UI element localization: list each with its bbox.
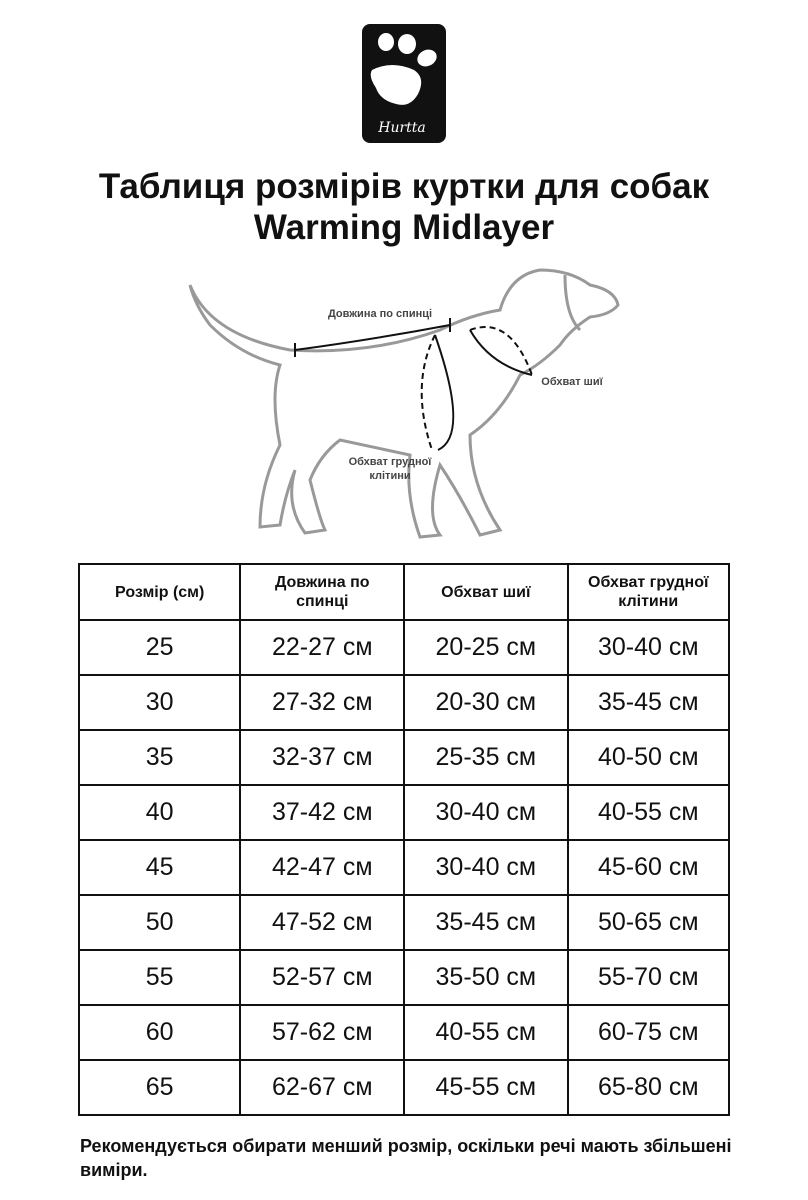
neck-girth-label: Обхват шиї (541, 376, 603, 388)
table-cell: 45 (77, 839, 242, 896)
table-cell: 25-35 см (403, 729, 569, 786)
table-cell: 40-55 см (403, 1004, 569, 1061)
table-cell: 35-45 см (566, 674, 731, 731)
header-size: Розмір (см) (77, 563, 242, 621)
table-cell: 30 (77, 674, 242, 731)
table-cell: 30-40 см (566, 619, 731, 676)
table-cell: 22-27 см (239, 619, 406, 676)
table-cell: 40-55 см (566, 784, 731, 841)
table-cell: 45-55 см (403, 1059, 569, 1116)
table-header-row: Розмір (см) Довжина по спинці Обхват шиї… (77, 563, 731, 621)
product-name: Warming Midlayer (253, 208, 555, 247)
table-cell: 55-70 см (566, 949, 731, 1006)
table-cell: 65-80 см (566, 1059, 731, 1116)
header-chest: Обхват грудної клітини (566, 563, 731, 621)
table-cell: 30-40 см (403, 784, 569, 841)
page-title: Таблиця розмірів куртки для собак (98, 167, 710, 206)
table-cell: 30-40 см (403, 839, 569, 896)
table-cell: 37-42 см (239, 784, 406, 841)
table-cell: 25 (77, 619, 242, 676)
table-row: 35 32-37 см 25-35 см 40-50 см (77, 729, 731, 786)
table-cell: 32-37 см (239, 729, 406, 786)
table-cell: 20-30 см (403, 674, 569, 731)
chest-girth-label: Обхват грудної клітини (330, 455, 450, 483)
header-back-length: Довжина по спинці (239, 563, 406, 621)
table-row: 60 57-62 см 40-55 см 60-75 см (77, 1004, 731, 1061)
svg-text:Hurtta: Hurtta (377, 120, 426, 136)
table-cell: 47-52 см (239, 894, 406, 951)
dog-measurement-diagram: Довжина по спинці Обхват шиї Обхват груд… (170, 255, 630, 555)
table-cell: 65 (77, 1059, 242, 1116)
table-cell: 50 (77, 894, 242, 951)
table-row: 65 62-67 см 45-55 см 65-80 см (77, 1059, 731, 1116)
table-row: 55 52-57 см 35-50 см 55-70 см (77, 949, 731, 1006)
header-neck: Обхват шиї (403, 563, 569, 621)
table-cell: 35-50 см (403, 949, 569, 1006)
table-cell: 45-60 см (566, 839, 731, 896)
table-row: 50 47-52 см 35-45 см 50-65 см (77, 894, 731, 951)
chest-label-line2: клітини (369, 470, 411, 482)
hurtta-logo: Hurtta (362, 24, 446, 143)
table-cell: 40 (77, 784, 242, 841)
table-cell: 40-50 см (566, 729, 731, 786)
table-cell: 60-75 см (566, 1004, 731, 1061)
table-cell: 60 (77, 1004, 242, 1061)
table-row: 30 27-32 см 20-30 см 35-45 см (77, 674, 731, 731)
table-row: 25 22-27 см 20-25 см 30-40 см (77, 619, 731, 676)
table-cell: 35-45 см (403, 894, 569, 951)
table-row: 40 37-42 см 30-40 см 40-55 см (77, 784, 731, 841)
table-cell: 27-32 см (239, 674, 406, 731)
chest-label-line1: Обхват грудної (348, 456, 432, 468)
paw-icon (370, 33, 437, 105)
back-length-label: Довжина по спинці (327, 308, 433, 320)
table-row: 45 42-47 см 30-40 см 45-60 см (77, 839, 731, 896)
table-cell: 50-65 см (566, 894, 731, 951)
table-cell: 42-47 см (239, 839, 406, 896)
table-cell: 57-62 см (239, 1004, 406, 1061)
size-table: Розмір (см) Довжина по спинці Обхват шиї… (77, 563, 731, 1116)
sizing-note: Рекомендується обирати менший розмір, ос… (80, 1136, 732, 1180)
table-cell: 52-57 см (239, 949, 406, 1006)
table-cell: 35 (77, 729, 242, 786)
table-cell: 20-25 см (403, 619, 569, 676)
table-cell: 55 (77, 949, 242, 1006)
table-cell: 62-67 см (239, 1059, 406, 1116)
